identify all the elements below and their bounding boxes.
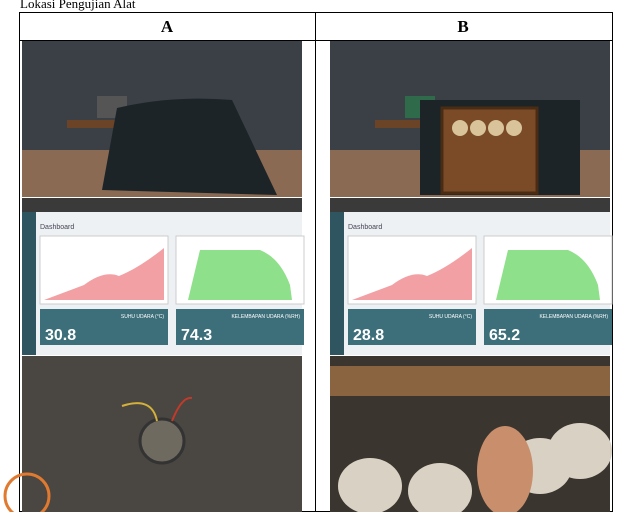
value: 30.8 — [45, 327, 76, 344]
chart-area — [352, 248, 472, 300]
photo-table — [67, 120, 127, 128]
photo-bag — [338, 458, 402, 512]
value: 28.8 — [353, 327, 384, 344]
chart-fill — [496, 250, 600, 300]
value-card — [40, 309, 168, 345]
photo-bag — [452, 120, 468, 136]
photo-wood — [330, 366, 610, 396]
value-label: KELEMBAPAN UDARA (%RH) — [539, 314, 608, 320]
value: 65.2 — [489, 327, 520, 344]
photo-hand — [477, 426, 533, 512]
browser-bar — [330, 198, 610, 212]
photo-bag — [408, 463, 472, 512]
chart-area — [188, 250, 292, 300]
chart-area — [496, 250, 600, 300]
photo-wire — [171, 396, 193, 422]
photo-lamp — [3, 472, 51, 512]
photo-wire — [121, 402, 158, 422]
photo-table — [375, 120, 435, 128]
dashboard-title: Dashboard — [348, 224, 382, 231]
photo-bag — [470, 120, 486, 136]
photo-cloth — [102, 98, 277, 195]
photo-bag — [488, 120, 504, 136]
value-card — [348, 309, 476, 345]
photo-bag — [506, 120, 522, 136]
dashboard-title: Dashboard — [40, 224, 74, 231]
sidebar — [330, 212, 344, 355]
chart-fill — [352, 248, 472, 300]
value-label: KELEMBAPAN UDARA (%RH) — [231, 314, 300, 320]
value: 74.3 — [181, 327, 212, 344]
chart-fill — [188, 250, 292, 300]
browser-bar — [22, 198, 302, 212]
column-header: B — [457, 17, 468, 36]
sidebar — [22, 212, 36, 355]
photo-device — [138, 417, 186, 465]
chart-fill — [44, 248, 164, 300]
value-card — [176, 309, 304, 345]
value-label: SUHU UDARA (°C) — [429, 314, 472, 320]
value-label: SUHU UDARA (°C) — [121, 314, 164, 320]
photo-box — [440, 106, 539, 195]
value-card — [484, 309, 612, 345]
caption: Lokasi Pengujian Alat — [20, 0, 136, 11]
column-header: A — [161, 17, 174, 36]
chart-area — [44, 248, 164, 300]
photo-bag — [548, 423, 612, 479]
